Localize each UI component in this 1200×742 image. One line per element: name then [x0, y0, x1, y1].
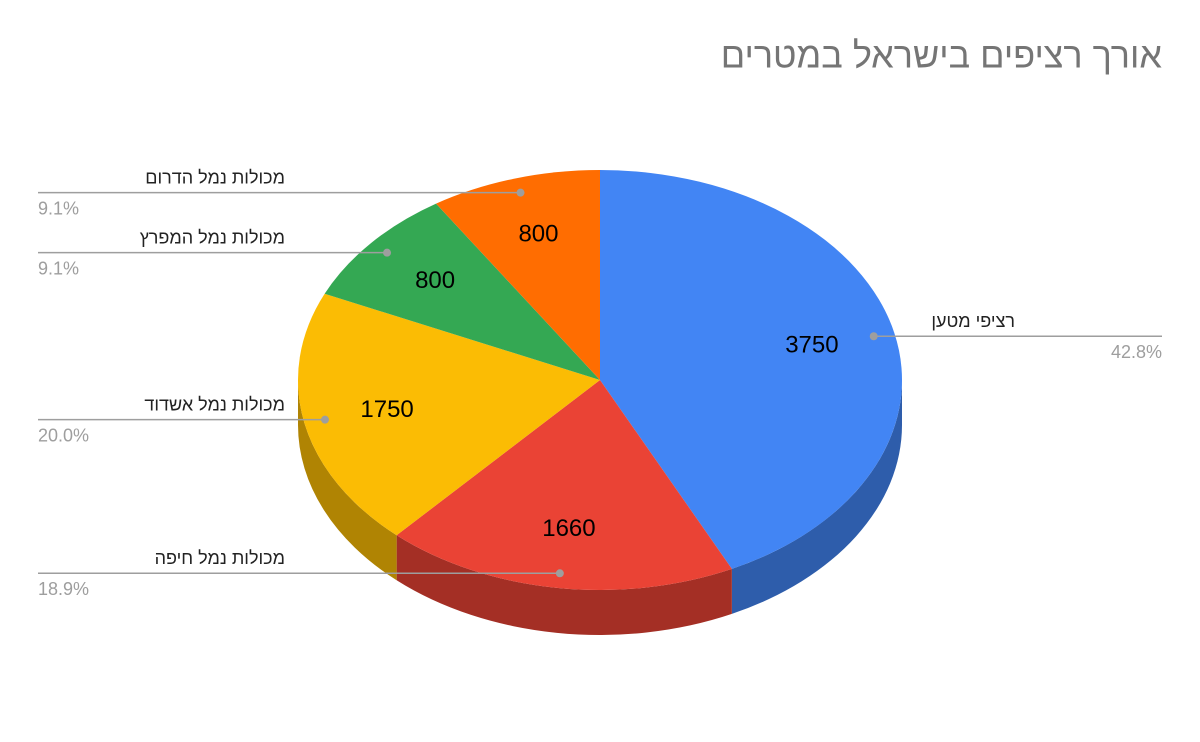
leader-dot	[320, 415, 329, 424]
category-label: מכולות נמל המפרץ	[140, 227, 285, 247]
percent-label: 9.1%	[38, 258, 79, 278]
leader-dot	[869, 332, 878, 341]
category-label: רציפי מטען	[931, 311, 1015, 331]
percent-label: 20.0%	[38, 425, 89, 445]
slice	[396, 380, 732, 591]
slice	[436, 170, 600, 380]
category-label: מכולות נמל חיפה	[155, 548, 285, 568]
slice-side	[731, 380, 902, 614]
slice-side	[298, 380, 397, 581]
percent-label: 18.9%	[38, 579, 89, 599]
slice	[600, 170, 902, 569]
leader-dot	[383, 248, 392, 257]
category-label: מכולות נמל הדרום	[145, 167, 285, 187]
slice	[324, 203, 600, 380]
percent-label: 42.8%	[1111, 342, 1162, 362]
value-label: 800	[518, 220, 558, 247]
slice-side	[396, 535, 732, 635]
category-label: מכולות נמל אשדוד	[144, 394, 285, 414]
value-label: 1750	[360, 396, 413, 423]
percent-label: 9.1%	[38, 198, 79, 218]
slice	[298, 293, 600, 536]
leader-dot	[555, 569, 564, 578]
chart-title: אורך רציפים בישראל במטרים	[721, 35, 1163, 76]
value-label: 800	[415, 267, 455, 294]
leader-dot	[516, 188, 525, 197]
value-label: 1660	[542, 515, 595, 542]
value-label: 3750	[785, 331, 838, 358]
